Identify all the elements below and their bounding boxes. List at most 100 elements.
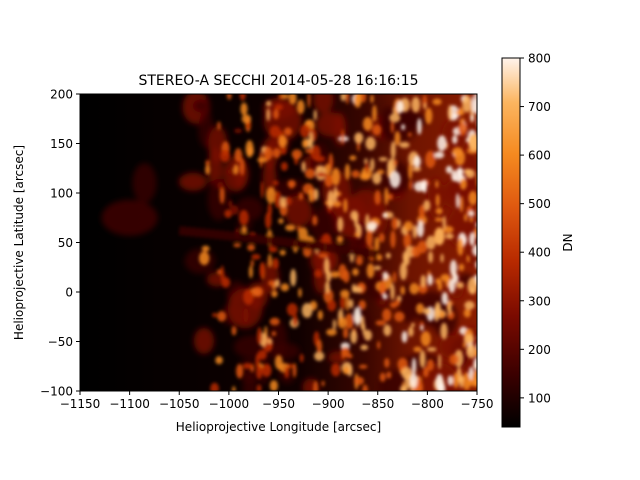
heatmap-feature bbox=[478, 212, 485, 219]
heatmap-feature bbox=[402, 251, 408, 262]
heatmap-feature bbox=[271, 331, 277, 337]
heatmap-feature bbox=[463, 308, 471, 318]
heatmap-feature bbox=[428, 251, 434, 264]
heatmap-feature bbox=[299, 353, 304, 363]
heatmap-feature bbox=[298, 192, 304, 201]
heatmap-feature bbox=[463, 333, 475, 345]
heatmap-feature bbox=[269, 317, 280, 326]
heatmap-feature bbox=[362, 116, 373, 131]
colorbar-tick-label: 600 bbox=[528, 149, 551, 163]
heatmap-feature bbox=[345, 94, 350, 105]
heatmap-feature bbox=[469, 232, 475, 246]
heatmap-feature bbox=[391, 217, 398, 230]
colorbar-tick-label: 400 bbox=[528, 246, 551, 260]
heatmap-feature bbox=[252, 286, 264, 298]
heatmap-feature bbox=[337, 216, 344, 232]
heatmap-feature bbox=[390, 120, 395, 134]
heatmap-feature bbox=[298, 287, 302, 298]
heatmap-feature bbox=[476, 343, 477, 349]
heatmap-feature bbox=[327, 299, 337, 312]
heatmap-feature bbox=[454, 149, 466, 166]
heatmap-feature bbox=[267, 253, 272, 268]
heatmap-feature bbox=[471, 95, 476, 114]
heatmap-feature bbox=[472, 369, 477, 388]
heatmap-feature bbox=[480, 128, 493, 140]
heatmap-feature bbox=[330, 363, 341, 377]
heatmap-feature bbox=[301, 161, 306, 173]
heatmap-feature bbox=[442, 216, 447, 230]
heatmap-feature bbox=[417, 220, 424, 238]
heatmap-feature bbox=[483, 328, 488, 342]
y-tick-label: −50 bbox=[48, 335, 73, 349]
heatmap-feature bbox=[463, 168, 472, 174]
heatmap-feature bbox=[375, 320, 387, 326]
heatmap-feature bbox=[462, 341, 467, 349]
heatmap-feature bbox=[308, 188, 314, 203]
heatmap-feature bbox=[408, 326, 414, 337]
heatmap-feature bbox=[352, 286, 363, 293]
heatmap-feature bbox=[290, 268, 297, 287]
y-tick-label: 100 bbox=[50, 187, 73, 201]
heatmap-feature bbox=[452, 135, 458, 144]
heatmap-feature bbox=[268, 280, 276, 287]
heatmap-feature bbox=[271, 290, 278, 298]
heatmap-feature bbox=[287, 179, 296, 188]
heatmap-feature bbox=[459, 195, 464, 213]
heatmap-feature bbox=[358, 300, 366, 310]
heatmap-feature bbox=[462, 95, 472, 113]
heatmap-feature bbox=[243, 307, 249, 323]
heatmap-feature bbox=[399, 262, 408, 281]
heatmap-feature bbox=[323, 257, 330, 275]
heatmap-feature bbox=[313, 94, 334, 114]
heatmap-feature bbox=[477, 116, 481, 129]
heatmap-feature bbox=[401, 124, 406, 131]
x-tick-label: −900 bbox=[312, 397, 345, 411]
heatmap-feature bbox=[262, 161, 277, 196]
heatmap-feature bbox=[299, 124, 311, 138]
heatmap-feature bbox=[435, 373, 444, 391]
heatmap-feature bbox=[243, 289, 254, 305]
heatmap-feature bbox=[481, 303, 486, 308]
heatmap-feature bbox=[330, 271, 340, 278]
heatmap-feature bbox=[379, 372, 386, 382]
colorbar-tick-label: 700 bbox=[528, 100, 551, 114]
heatmap-feature bbox=[485, 275, 492, 283]
heatmap-feature bbox=[274, 104, 284, 111]
heatmap-feature bbox=[423, 102, 427, 110]
y-tick-label: −100 bbox=[40, 385, 73, 399]
heatmap-feature bbox=[451, 170, 457, 182]
heatmap-feature bbox=[412, 224, 418, 239]
heatmap-feature bbox=[362, 323, 366, 336]
heatmap-feature bbox=[483, 134, 489, 143]
heatmap-feature bbox=[367, 222, 378, 231]
heatmap-feature bbox=[353, 376, 365, 386]
heatmap-feature bbox=[286, 303, 298, 317]
heatmap-feature bbox=[372, 124, 382, 136]
heatmap-feature bbox=[434, 228, 445, 246]
heatmap-feature bbox=[261, 363, 272, 377]
heatmap-feature bbox=[256, 364, 263, 380]
heatmap-feature bbox=[426, 359, 435, 371]
heatmap-feature bbox=[344, 163, 351, 180]
heatmap-feature bbox=[395, 299, 401, 306]
heatmap-feature bbox=[358, 364, 368, 369]
heatmap-feature bbox=[192, 99, 209, 113]
heatmap-feature bbox=[314, 269, 323, 278]
heatmap-feature bbox=[359, 173, 371, 181]
heatmap-feature bbox=[269, 125, 281, 138]
heatmap-feature bbox=[321, 380, 325, 387]
heatmap-feature bbox=[468, 190, 477, 206]
heatmap-feature bbox=[257, 350, 267, 360]
heatmap-feature bbox=[266, 100, 272, 107]
heatmap-feature bbox=[403, 232, 412, 249]
heatmap-feature bbox=[349, 155, 357, 161]
heatmap-feature bbox=[376, 169, 385, 175]
heatmap-feature bbox=[224, 209, 232, 219]
heatmap-feature bbox=[219, 185, 225, 204]
heatmap-feature bbox=[267, 202, 272, 218]
heatmap-feature bbox=[288, 94, 297, 105]
heatmap-feature bbox=[233, 243, 242, 248]
heatmap-feature bbox=[408, 162, 413, 180]
heatmap-feature bbox=[193, 327, 215, 354]
colorbar-tick-label: 100 bbox=[528, 391, 551, 405]
